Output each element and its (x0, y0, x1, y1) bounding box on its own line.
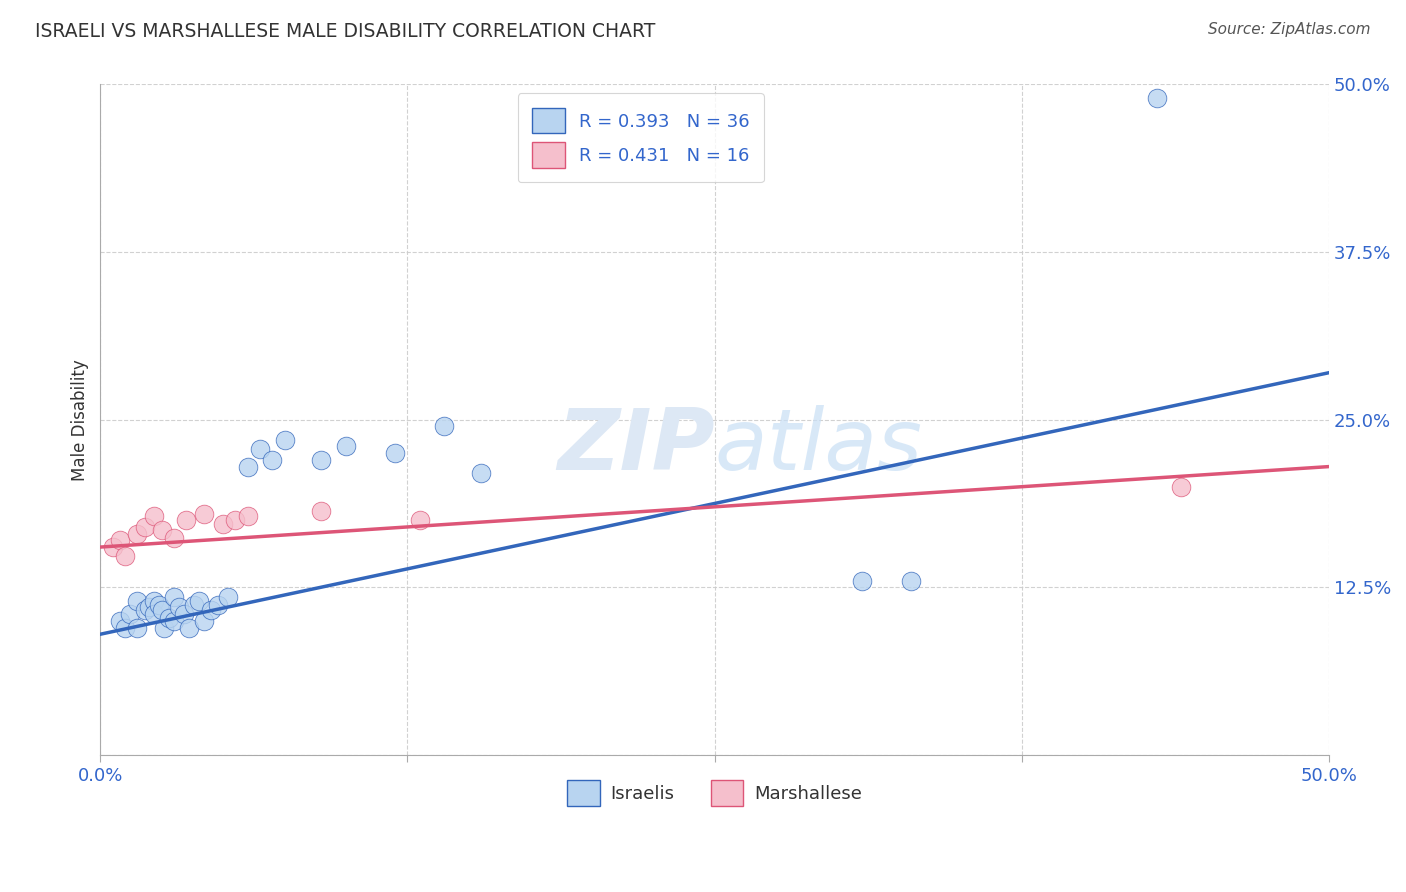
Point (101, 540, 124, 554)
Point (114, 549, 136, 564)
Point (236, 509, 259, 524)
Point (409, 513, 432, 527)
Point (176, 513, 198, 527)
Point (384, 446, 406, 460)
Point (134, 520, 156, 534)
Point (163, 590, 186, 604)
Point (138, 600, 160, 615)
Point (157, 611, 180, 625)
Point (173, 607, 195, 621)
Point (249, 442, 271, 457)
Point (143, 509, 166, 524)
Point (236, 459, 259, 474)
Point (433, 419, 456, 434)
Text: ZIP: ZIP (557, 405, 714, 488)
Point (273, 433, 295, 447)
Point (108, 533, 131, 548)
Point (470, 467, 492, 481)
Point (148, 598, 170, 612)
Point (167, 600, 190, 615)
Point (127, 620, 149, 634)
Point (143, 593, 166, 607)
Point (143, 607, 166, 621)
Point (200, 603, 222, 617)
Point (212, 517, 235, 532)
Text: atlas: atlas (714, 405, 922, 488)
Point (262, 453, 284, 467)
Point (163, 614, 186, 628)
Point (1170, 480, 1192, 494)
Point (134, 603, 156, 617)
Point (193, 614, 215, 628)
Point (311, 504, 333, 518)
Y-axis label: Male Disability: Male Disability (72, 359, 89, 481)
Point (150, 603, 173, 617)
Point (114, 620, 136, 634)
Point (163, 531, 186, 545)
Point (108, 614, 131, 628)
Legend: Israelis, Marshallese: Israelis, Marshallese (560, 773, 869, 813)
Point (187, 593, 209, 607)
Text: Source: ZipAtlas.com: Source: ZipAtlas.com (1208, 22, 1371, 37)
Point (127, 526, 149, 541)
Point (207, 598, 229, 612)
Point (335, 440, 357, 454)
Point (900, 574, 922, 588)
Point (177, 620, 200, 634)
Point (118, 607, 141, 621)
Point (224, 513, 246, 527)
Point (150, 523, 173, 537)
Point (153, 620, 176, 634)
Point (183, 598, 205, 612)
Point (1146, 91, 1168, 105)
Point (217, 590, 239, 604)
Point (311, 453, 333, 467)
Text: ISRAELI VS MARSHALLESE MALE DISABILITY CORRELATION CHART: ISRAELI VS MARSHALLESE MALE DISABILITY C… (35, 22, 655, 41)
Point (127, 593, 149, 607)
Point (851, 574, 873, 588)
Point (193, 507, 215, 521)
